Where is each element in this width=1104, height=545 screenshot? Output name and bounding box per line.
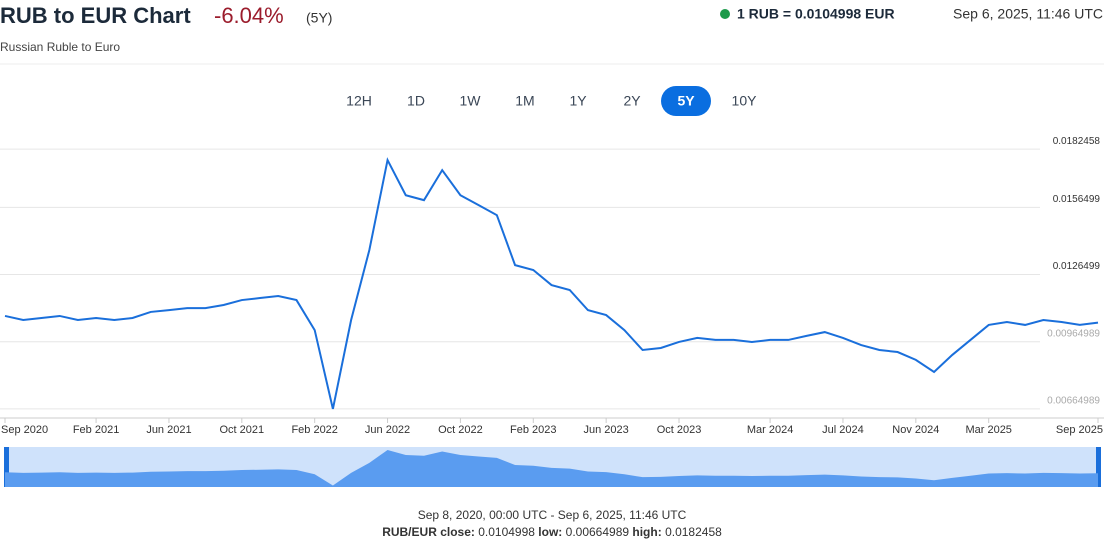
- navigator-area: [5, 450, 1098, 487]
- x-tick-label: Sep 2025: [1056, 424, 1103, 436]
- x-tick-label: Feb 2023: [510, 424, 556, 436]
- rate: 1 RUB = 0.0104998 EUR: [737, 6, 895, 22]
- x-tick-label: Feb 2021: [73, 424, 119, 436]
- range-button[interactable]: 5Y: [677, 93, 695, 109]
- y-tick-label: 0.0182458: [1053, 136, 1101, 147]
- footer-stats: RUB/EUR close: 0.0104998 low: 0.00664989…: [382, 525, 722, 539]
- x-tick-label: Oct 2021: [219, 424, 264, 436]
- timestamp: Sep 6, 2025, 11:46 UTC: [953, 6, 1103, 22]
- range-button[interactable]: 1D: [407, 93, 425, 109]
- low-label: low:: [538, 525, 562, 539]
- x-tick-label: Sep 2020: [1, 424, 48, 436]
- high-label: high:: [632, 525, 661, 539]
- x-tick-label: Jun 2022: [365, 424, 410, 436]
- x-tick-label: Jun 2021: [146, 424, 191, 436]
- y-tick-label: 0.00664989: [1047, 396, 1100, 407]
- x-tick-label: Oct 2022: [438, 424, 483, 436]
- change: -6.04%: [214, 3, 284, 28]
- close: 0.0104998: [478, 525, 535, 539]
- range-button[interactable]: 1W: [460, 93, 482, 109]
- range-button[interactable]: 2Y: [623, 93, 641, 109]
- x-tick-label: Oct 2023: [657, 424, 702, 436]
- subtitle: Russian Ruble to Euro: [0, 40, 120, 54]
- x-tick-label: Mar 2025: [965, 424, 1011, 436]
- x-tick-label: Mar 2024: [747, 424, 793, 436]
- range-button-active[interactable]: [661, 86, 711, 116]
- x-tick-label: Jul 2024: [822, 424, 864, 436]
- nav-handle[interactable]: [1096, 447, 1101, 487]
- x-tick-label: Jun 2023: [584, 424, 629, 436]
- period: (5Y): [306, 10, 332, 26]
- x-tick-label: Nov 2024: [892, 424, 939, 436]
- nav-handle[interactable]: [4, 447, 9, 487]
- y-tick-label: 0.0156499: [1053, 194, 1101, 205]
- title: RUB to EUR Chart: [0, 3, 191, 28]
- low: 0.00664989: [566, 525, 630, 539]
- line: [4, 157, 1099, 410]
- close-label: RUB/EUR close:: [382, 525, 475, 539]
- range-button[interactable]: 1Y: [569, 93, 587, 109]
- range-button[interactable]: 10Y: [732, 93, 758, 109]
- footer-range: Sep 8, 2020, 00:00 UTC - Sep 6, 2025, 11…: [418, 508, 687, 522]
- status-dot: [720, 9, 730, 19]
- range-button[interactable]: 12H: [346, 93, 372, 109]
- y-tick-label: 0.0126499: [1053, 261, 1101, 272]
- high: 0.0182458: [665, 525, 722, 539]
- range-button[interactable]: 1M: [515, 93, 534, 109]
- x-tick-label: Feb 2022: [291, 424, 337, 436]
- y-tick-label: 0.00964989: [1047, 328, 1100, 339]
